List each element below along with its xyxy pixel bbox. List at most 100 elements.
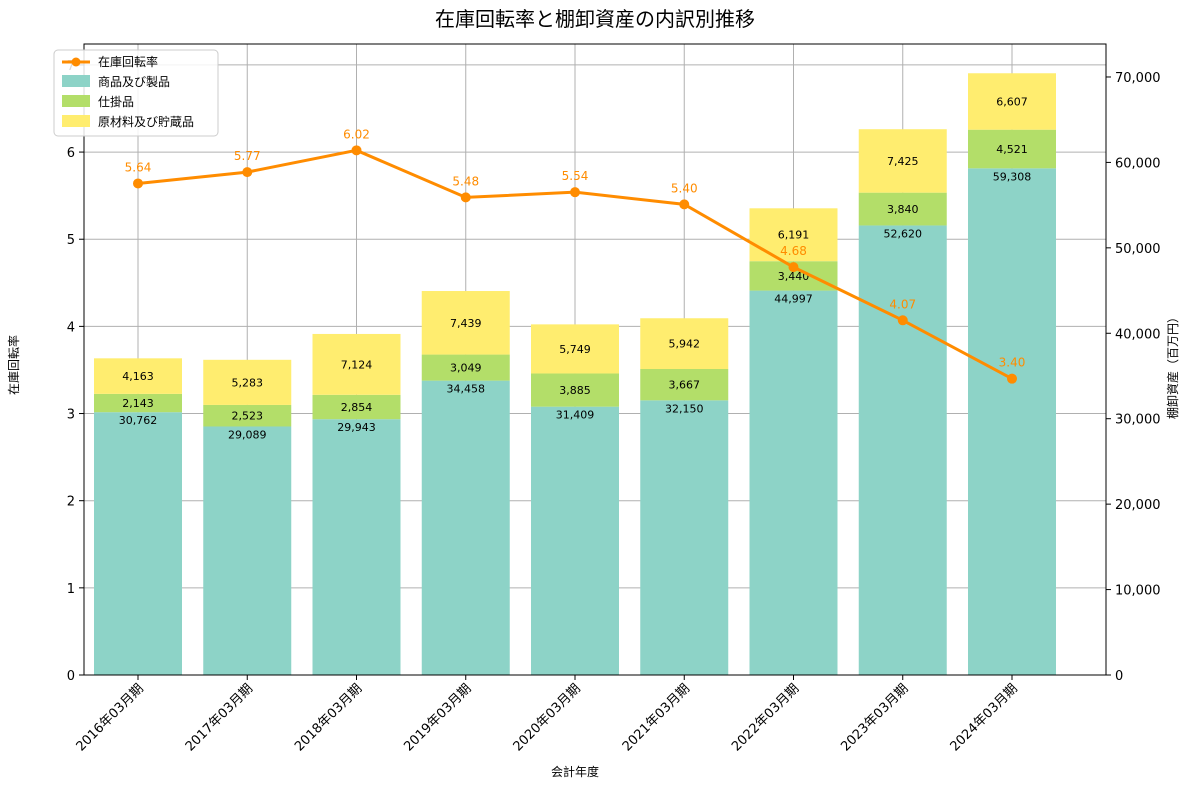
bar-segment xyxy=(531,324,619,374)
bar-value-label: 2,523 xyxy=(232,410,264,423)
bar-value-label: 4,163 xyxy=(122,370,154,383)
x-tick-label: 2019年03月期 xyxy=(401,681,474,754)
ratio-point xyxy=(788,262,799,273)
ratio-value-label: 5.64 xyxy=(125,160,152,174)
ratio-point xyxy=(133,178,143,189)
ratio-value-label: 4.68 xyxy=(780,244,807,258)
bar-value-label: 7,425 xyxy=(887,155,919,168)
bar-segment xyxy=(203,359,292,405)
legend-swatch xyxy=(62,115,90,127)
ratio-point xyxy=(1007,373,1017,384)
bar-value-label: 6,607 xyxy=(996,95,1028,108)
bar-value-label: 7,124 xyxy=(341,358,373,371)
bar-segment xyxy=(94,412,182,675)
bar-segment xyxy=(749,208,838,262)
x-tick-label: 2022年03月期 xyxy=(729,681,802,754)
bars xyxy=(94,73,1056,676)
right-tick-label: 50,000 xyxy=(1115,242,1161,257)
chart-title: 在庫回転率と棚卸資産の内訳別推移 xyxy=(435,7,755,31)
bar-segment xyxy=(858,129,947,193)
bar-segment xyxy=(968,129,1056,169)
ratio-value-label: 5.48 xyxy=(452,174,479,188)
x-tick-label: 2024年03月期 xyxy=(948,681,1021,754)
ratio-line: 5.64 5.77 6.02 5.48 5.54 5.40 4.68 4.07 3.40 xyxy=(125,127,1026,384)
ratio-value-label: 5.77 xyxy=(234,149,261,163)
bar-labels: 30,762 29,089 29,943 34,458 31,409 32,150 44,9… xyxy=(119,95,1032,441)
legend-box xyxy=(53,49,219,137)
left-y-axis-label: 在庫回転率 xyxy=(6,335,21,395)
ratio-point xyxy=(570,187,580,198)
x-tick-label: 2018年03月期 xyxy=(292,681,365,754)
bar-value-label: 29,943 xyxy=(337,421,376,434)
bar-value-label: 3,049 xyxy=(450,362,482,375)
left-tick-label: 3 xyxy=(67,408,75,423)
bar-value-label: 44,997 xyxy=(774,293,813,306)
bar-value-label: 30,762 xyxy=(119,414,158,427)
right-tick-label: 30,000 xyxy=(1115,413,1161,428)
bar-segment xyxy=(312,394,401,420)
bar-segment xyxy=(968,168,1056,675)
legend-swatch-marker xyxy=(71,57,81,67)
right-tick-label: 60,000 xyxy=(1115,156,1161,171)
x-tick-label: 2016年03月期 xyxy=(74,681,147,754)
bar-segment xyxy=(749,290,838,675)
right-y-axis-label: 棚卸資産（百万円） xyxy=(1165,311,1180,419)
x-tick-label: 2021年03月期 xyxy=(620,681,693,754)
ratio-value-label: 5.40 xyxy=(671,181,698,195)
bar-segment xyxy=(531,373,619,407)
ratio-point xyxy=(242,167,253,178)
bar-value-label: 29,089 xyxy=(228,428,267,441)
left-tick-label: 2 xyxy=(67,495,75,510)
left-tick-label: 4 xyxy=(67,320,75,335)
bar-value-label: 6,191 xyxy=(778,229,810,242)
bar-segment xyxy=(640,400,729,675)
bar-segment xyxy=(94,393,182,413)
bar-segment xyxy=(203,426,292,675)
ratio-point xyxy=(351,145,362,156)
bar-value-label: 32,150 xyxy=(665,402,704,415)
bar-value-label: 31,409 xyxy=(556,409,595,422)
legend-label: 仕掛品 xyxy=(98,94,134,109)
bar-segment xyxy=(858,192,947,226)
x-axis-label: 会計年度 xyxy=(551,764,599,779)
bar-value-label: 3,840 xyxy=(887,203,919,216)
left-tick-label: 5 xyxy=(67,233,75,248)
bar-value-label: 3,885 xyxy=(559,384,591,397)
bar-value-label: 34,458 xyxy=(447,383,486,396)
bar-segment xyxy=(640,369,729,401)
legend-label: 商品及び製品 xyxy=(98,74,170,89)
bar-segment xyxy=(640,318,729,370)
right-tick-label: 70,000 xyxy=(1115,71,1161,86)
plot-frame xyxy=(83,43,1107,676)
legend-swatch xyxy=(62,75,90,87)
bar-value-label: 2,854 xyxy=(341,401,373,414)
right-tick-label: 20,000 xyxy=(1115,498,1161,513)
bar-segment xyxy=(312,333,401,395)
bar-segment xyxy=(94,358,182,394)
x-tick-label: 2023年03月期 xyxy=(838,681,911,754)
right-tick-label: 40,000 xyxy=(1115,327,1161,342)
bar-segment xyxy=(531,406,619,675)
bar-segment xyxy=(203,404,292,427)
bar-value-label: 5,283 xyxy=(232,376,264,389)
bar-value-label: 3,440 xyxy=(778,270,810,283)
bar-value-label: 5,942 xyxy=(669,338,701,351)
bar-value-label: 59,308 xyxy=(993,170,1032,183)
bar-value-label: 4,521 xyxy=(996,143,1028,156)
right-tick-label: 0 xyxy=(1115,669,1123,684)
legend-swatch xyxy=(62,95,90,107)
bar-segment xyxy=(312,419,401,675)
ratio-point xyxy=(460,192,471,203)
ratio-value-label: 6.02 xyxy=(343,127,370,141)
x-tick-label: 2017年03月期 xyxy=(183,681,256,754)
left-tick-label: 6 xyxy=(67,146,75,161)
ratio-value-label: 5.54 xyxy=(562,169,589,183)
bar-segment xyxy=(421,291,510,355)
ratio-value-label: 3.40 xyxy=(999,356,1026,370)
bar-value-label: 2,143 xyxy=(122,397,154,410)
x-tick-label: 2020年03月期 xyxy=(511,681,584,754)
bar-value-label: 5,749 xyxy=(559,343,591,356)
